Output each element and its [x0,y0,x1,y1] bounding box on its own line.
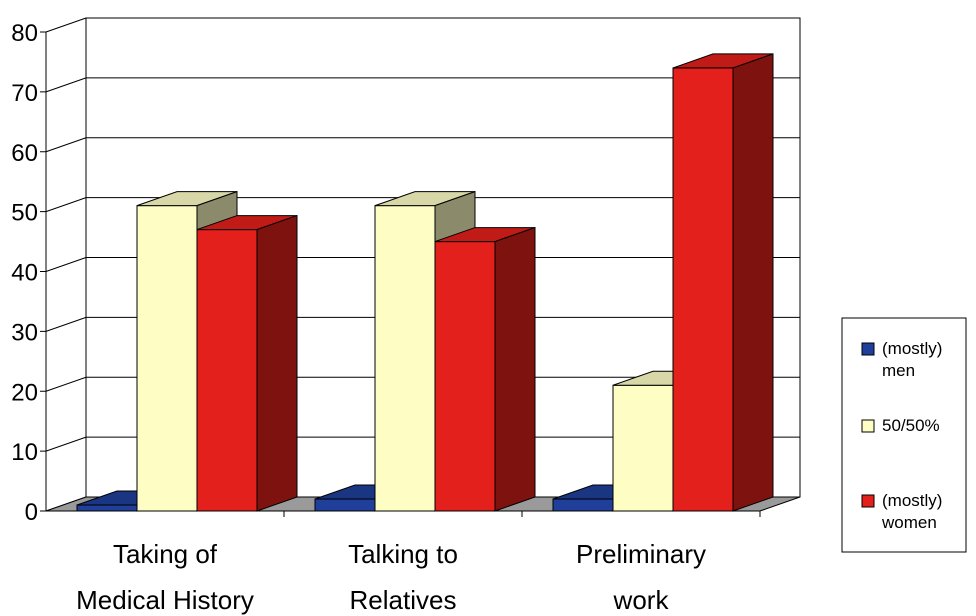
x-category-label: Talking to [348,539,458,569]
side-wall-line [45,436,87,452]
bar-front [672,67,734,512]
y-tick-label: 60 [11,140,38,167]
bar [434,226,536,512]
bar-front [434,241,496,512]
legend-label: (mostly) [882,339,942,358]
legend-label: 50/50% [882,416,940,435]
y-tick-label: 50 [11,200,38,227]
bar-side [256,214,298,512]
legend: (mostly) men 50/50% (mostly) women [841,317,967,553]
x-category-label: Preliminary [576,539,706,569]
bar-side [732,53,774,512]
bars-layer [76,53,774,512]
legend-swatch [861,494,875,508]
legend-label: (mostly) [882,491,942,510]
bar-front [552,498,614,512]
y-tick-label: 80 [11,20,38,47]
bar [672,53,774,512]
y-tick-label: 40 [11,260,38,287]
x-category-label: Taking of [113,539,218,569]
bar-front [136,205,198,512]
side-wall-line [45,197,87,213]
side-wall-line [45,257,87,272]
legend-label: women [881,513,937,532]
y-tick-label: 20 [11,379,38,406]
legend-box [841,317,967,553]
side-wall-line [45,77,87,93]
x-category-label: Medical History [76,585,254,615]
y-tick-label: 0 [25,499,38,526]
y-tick-label: 70 [11,80,38,107]
legend-swatch [861,342,875,356]
bar-front [612,384,674,512]
x-category-label: work [613,585,670,615]
side-wall-line [45,316,87,332]
side-wall-line [45,376,87,392]
legend-swatch [861,419,875,433]
bar-front [76,504,138,512]
bar-front [196,229,258,512]
y-tick-label: 30 [11,319,38,346]
legend-label: men [882,361,915,380]
side-wall-line [45,17,87,33]
bar-side [494,226,536,512]
x-category-label: Relatives [350,585,457,615]
bar [196,214,298,512]
side-wall-line [45,137,87,153]
labels-layer: 0 10 20 30 40 50 60 70 80 Taking of Medical Histor… [11,20,706,615]
bar-front [314,498,376,512]
bar-front [374,205,436,512]
y-tick-label: 10 [11,439,38,466]
